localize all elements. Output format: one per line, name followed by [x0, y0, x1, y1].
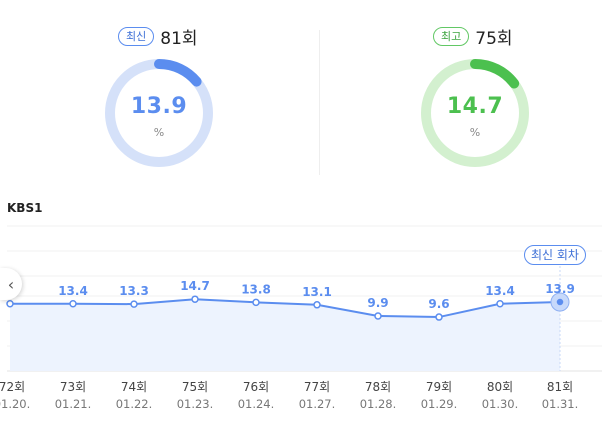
panel-divider — [319, 30, 320, 175]
data-point[interactable] — [556, 298, 564, 306]
date-label: 01.22. — [115, 397, 153, 411]
best-episode: 75회 — [475, 28, 513, 49]
data-label: 9.9 — [367, 296, 388, 310]
latest-gauge: 13.9 % — [104, 58, 214, 168]
data-label: 13.9 — [545, 282, 575, 296]
data-point[interactable] — [69, 300, 77, 308]
episode-label: 74회 — [120, 380, 148, 394]
episode-label: 77회 — [303, 380, 331, 394]
date-label: 01.20. — [0, 397, 31, 411]
episode-label: 73회 — [59, 380, 87, 394]
latest-episode-tag[interactable]: 최신 회차 — [524, 245, 586, 265]
date-label: 01.23. — [176, 397, 214, 411]
x-tick-label: 76회 01.24. — [226, 379, 286, 413]
date-label: 01.28. — [359, 397, 397, 411]
date-label: 01.30. — [481, 397, 519, 411]
x-tick-label: 80회 01.30. — [470, 379, 530, 413]
x-tick-label: 78회 01.28. — [348, 379, 408, 413]
data-point[interactable] — [252, 298, 260, 307]
data-label: 14.7 — [180, 279, 210, 293]
x-tick-label: 77회 01.27. — [287, 379, 347, 413]
data-point[interactable] — [496, 300, 504, 308]
data-point[interactable] — [435, 313, 443, 321]
x-tick-label: 72회 01.20. — [0, 379, 42, 413]
latest-header: 최신 81회 — [118, 24, 198, 49]
best-badge: 최고 — [433, 26, 470, 46]
data-point[interactable] — [6, 300, 14, 308]
best-gauge-ring — [421, 59, 529, 167]
episode-label: 76회 — [242, 380, 270, 394]
episode-label: 78회 — [364, 380, 392, 394]
channel-name: KBS1 — [7, 201, 43, 215]
x-tick-label: 73회 01.21. — [43, 379, 103, 413]
best-rating-panel: 최고 75회 14.7 % — [320, 0, 602, 190]
data-label: 9.6 — [428, 297, 449, 311]
data-label: 13.8 — [241, 282, 271, 296]
episode-label: 79회 — [425, 380, 453, 394]
data-label: 13.1 — [302, 285, 332, 299]
date-label: 01.29. — [420, 397, 458, 411]
prev-page-button[interactable]: ‹ — [0, 268, 22, 300]
data-point[interactable] — [374, 312, 382, 320]
data-label: 13.4 — [58, 284, 88, 298]
episode-label: 81회 — [546, 380, 574, 394]
x-tick-label: 75회 01.23. — [165, 379, 225, 413]
data-point[interactable] — [313, 301, 321, 309]
episode-label: 80회 — [486, 380, 514, 394]
episode-label: 75회 — [181, 380, 209, 394]
x-tick-label: 81회 01.31. — [530, 379, 590, 413]
x-tick-label: 79회 01.29. — [409, 379, 469, 413]
series-area — [10, 299, 560, 371]
best-gauge: 14.7 % — [420, 58, 530, 168]
data-point[interactable] — [191, 295, 199, 303]
x-tick-label: 74회 01.22. — [104, 379, 164, 413]
latest-episode: 81회 — [160, 28, 198, 49]
best-value: 14.7 — [446, 94, 504, 119]
date-label: 01.21. — [54, 397, 92, 411]
series-line — [10, 298, 561, 319]
latest-unit: % — [153, 126, 165, 139]
chevron-left-icon: ‹ — [7, 274, 15, 294]
data-label: 13.3 — [119, 284, 149, 298]
date-label: 01.27. — [298, 397, 336, 411]
best-header: 최고 75회 — [433, 24, 513, 49]
latest-rating-panel: 최신 81회 13.9 % — [0, 0, 300, 190]
data-label: 13.4 — [485, 284, 515, 298]
latest-gauge-ring — [105, 59, 213, 167]
latest-badge: 최신 — [118, 26, 155, 46]
latest-value: 13.9 — [130, 94, 188, 119]
date-label: 01.31. — [541, 397, 579, 411]
data-point[interactable] — [130, 300, 138, 308]
date-label: 01.24. — [237, 397, 275, 411]
episode-label: 72회 — [0, 380, 26, 394]
best-unit: % — [469, 126, 481, 139]
